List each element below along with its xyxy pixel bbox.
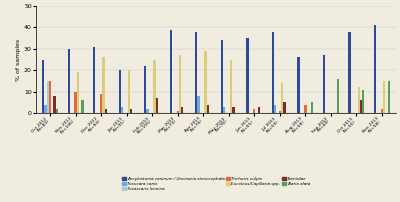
Bar [297, 57, 300, 113]
Bar [272, 32, 274, 113]
Bar [323, 55, 325, 113]
Bar [274, 105, 276, 113]
Bar [128, 70, 130, 113]
Bar [44, 105, 46, 113]
Bar [49, 81, 51, 113]
Bar [77, 73, 79, 113]
Bar [230, 60, 232, 113]
Bar [42, 60, 44, 113]
Bar [46, 81, 49, 113]
Bar [279, 111, 281, 113]
Bar [121, 107, 123, 113]
Bar [179, 55, 181, 113]
Bar [130, 109, 132, 113]
Bar [281, 83, 283, 113]
Bar [156, 98, 158, 113]
Bar [181, 107, 184, 113]
Bar [74, 92, 77, 113]
Bar [198, 96, 200, 113]
Bar [360, 100, 362, 113]
Bar [358, 87, 360, 113]
Bar [93, 47, 95, 113]
Bar [362, 89, 364, 113]
Bar [195, 32, 198, 113]
Bar [118, 70, 121, 113]
Bar [383, 81, 386, 113]
Bar [204, 51, 207, 113]
Legend: Ancylostoma caninum / Uncinaria stenocephala, Toxocara canis, Toxascaris leonina: Ancylostoma caninum / Uncinaria stenocep… [122, 177, 310, 191]
Bar [232, 107, 234, 113]
Bar [374, 25, 376, 113]
Bar [100, 94, 102, 113]
Bar [56, 109, 58, 113]
Bar [81, 100, 84, 113]
Bar [311, 102, 314, 113]
Bar [388, 81, 390, 113]
Bar [246, 38, 248, 113]
Bar [153, 60, 156, 113]
Bar [221, 40, 223, 113]
Bar [102, 57, 104, 113]
Bar [337, 79, 339, 113]
Bar [348, 32, 351, 113]
Bar [223, 107, 225, 113]
Bar [146, 109, 149, 113]
Bar [258, 107, 260, 113]
Bar [68, 49, 70, 113]
Bar [283, 102, 286, 113]
Bar [54, 96, 56, 113]
Bar [381, 109, 383, 113]
Bar [207, 105, 209, 113]
Bar [176, 111, 179, 113]
Y-axis label: % of samples: % of samples [16, 39, 21, 81]
Bar [304, 105, 306, 113]
Bar [170, 30, 172, 113]
Bar [144, 66, 146, 113]
Bar [104, 109, 107, 113]
Bar [253, 109, 256, 113]
